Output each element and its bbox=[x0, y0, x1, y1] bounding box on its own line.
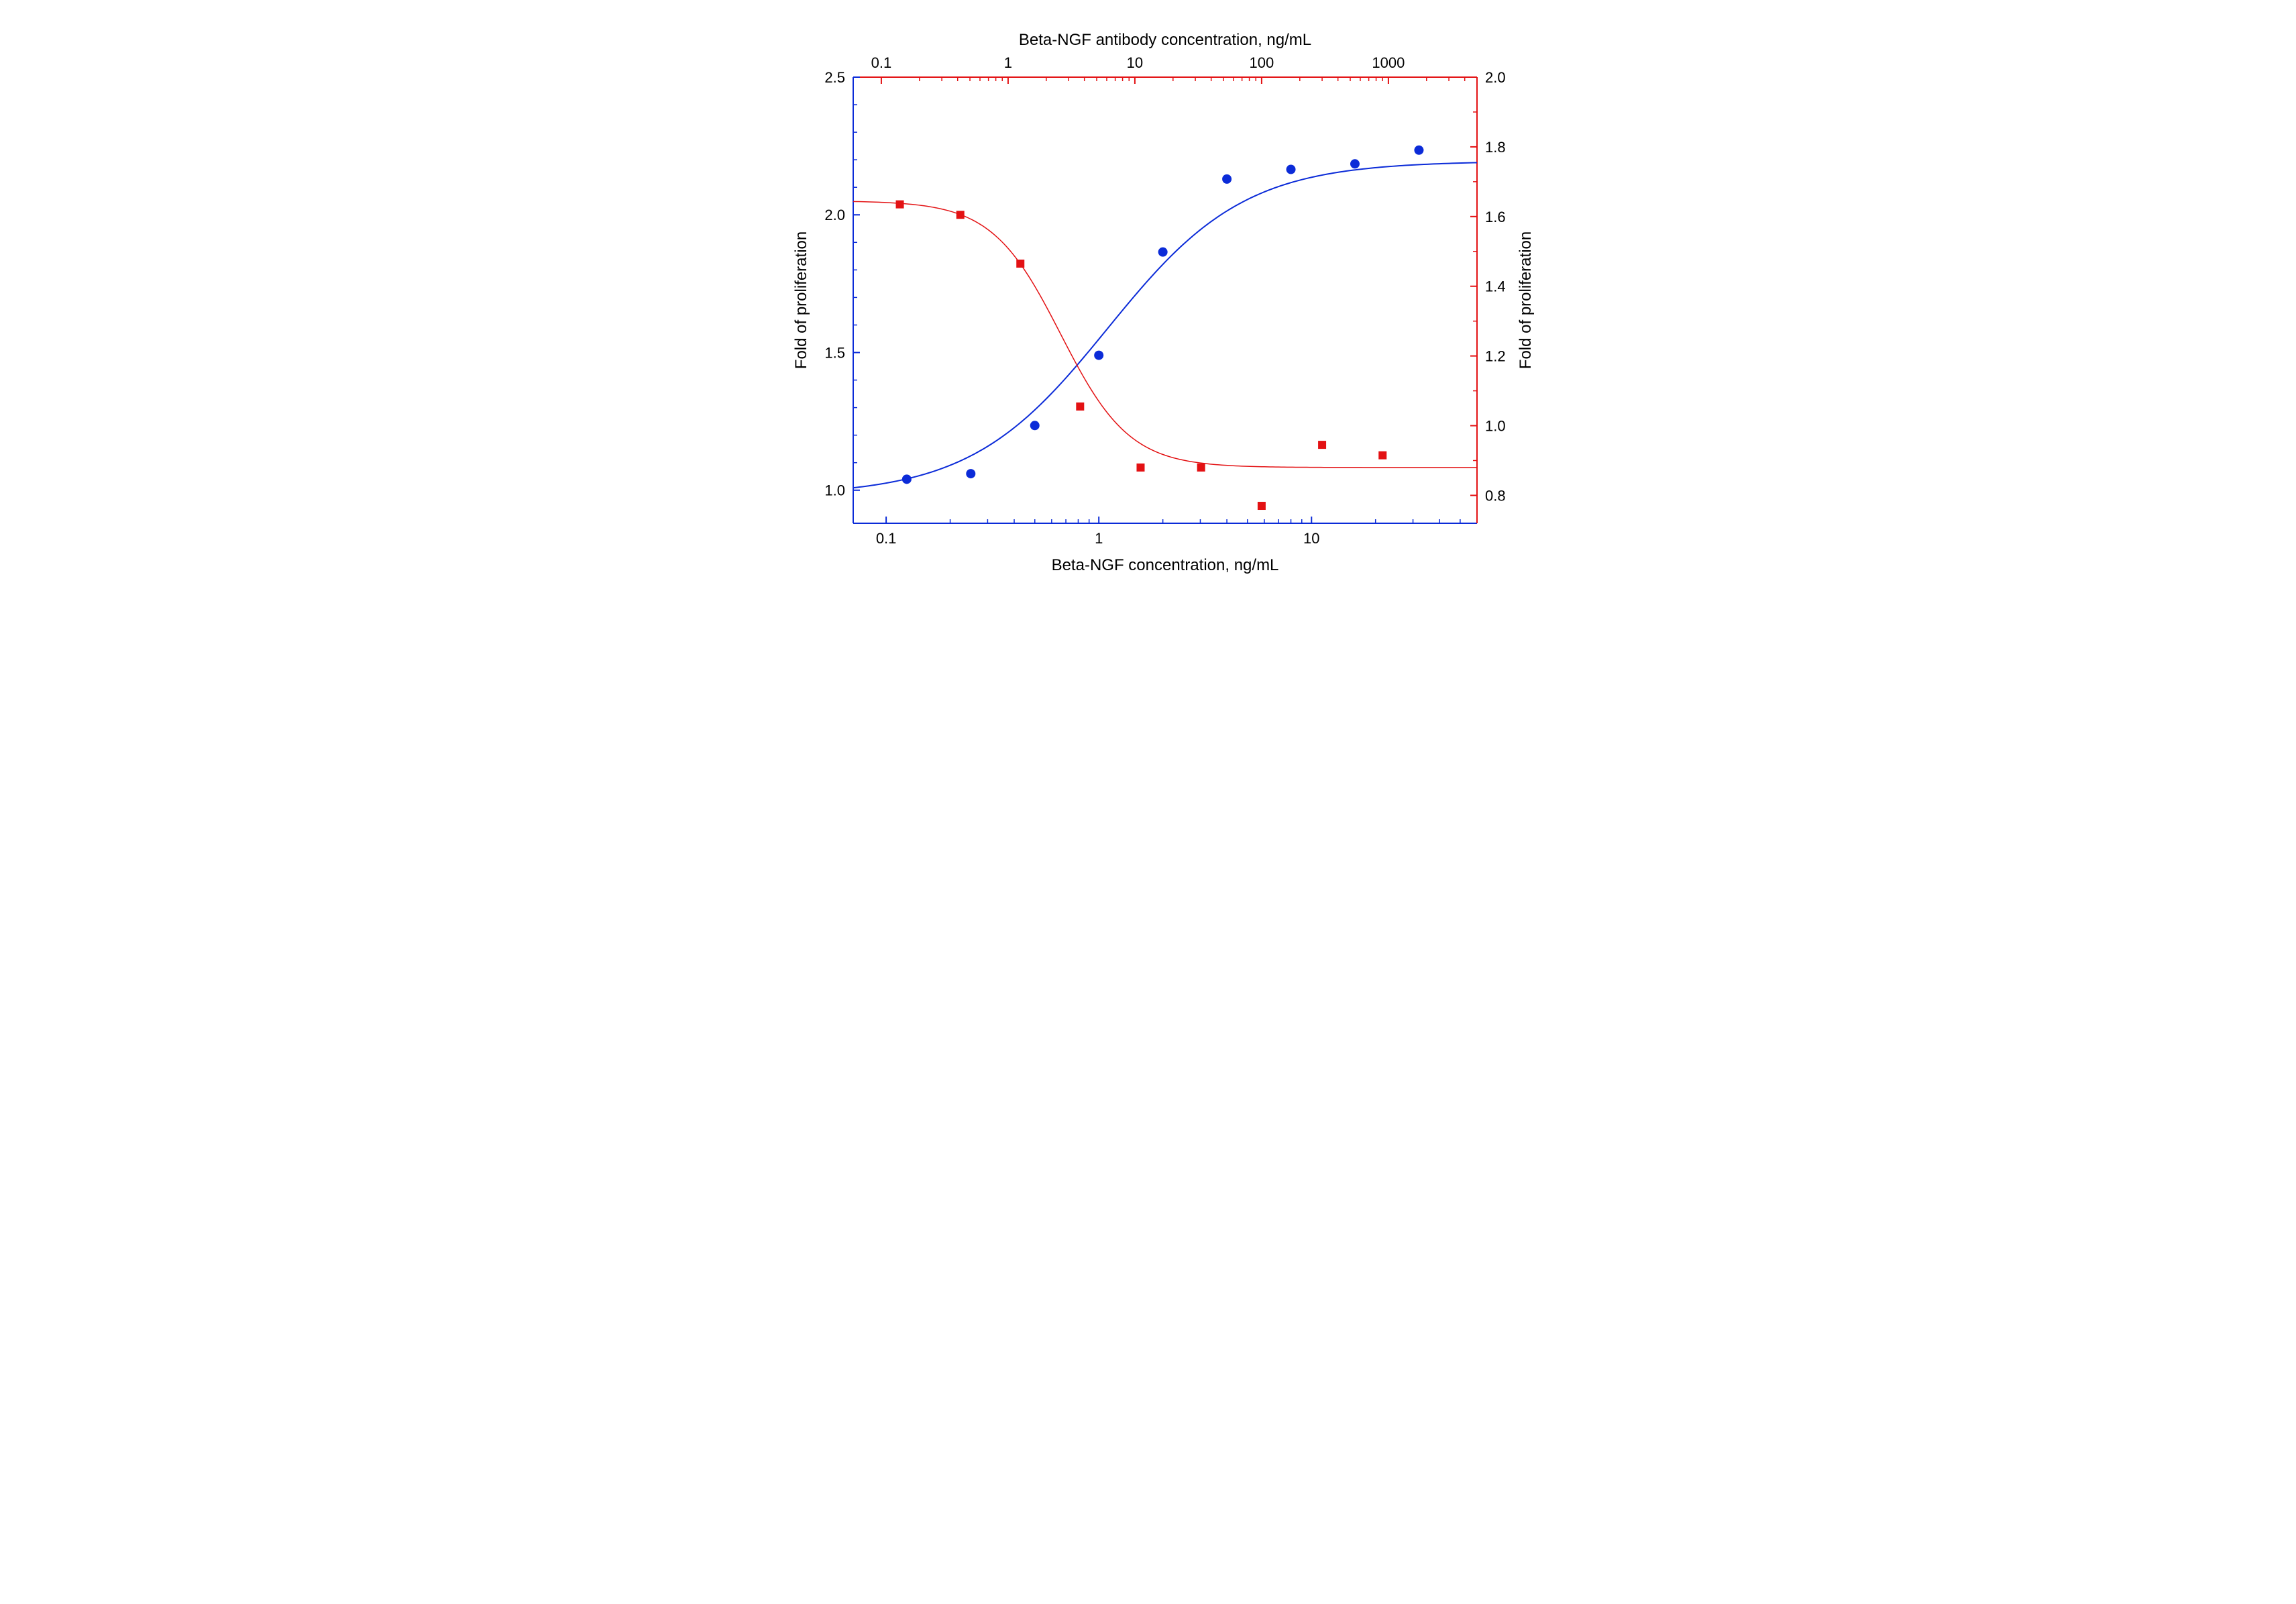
svg-text:10: 10 bbox=[1303, 530, 1319, 547]
svg-text:0.1: 0.1 bbox=[871, 54, 891, 71]
svg-text:1.0: 1.0 bbox=[1485, 418, 1506, 435]
blue-point bbox=[1094, 351, 1103, 360]
dose-response-chart: 0.1 1 10 0.1 1 10 100 1000 1.0 1.5 2.0 2.5 0.8 1.0 1.2… bbox=[726, 13, 1571, 604]
bottom-x-label: Beta-NGF concentration, ng/mL bbox=[1051, 556, 1278, 574]
svg-text:1.6: 1.6 bbox=[1485, 209, 1506, 225]
red-point bbox=[1197, 464, 1205, 472]
top-x-label: Beta-NGF antibody concentration, ng/mL bbox=[1018, 31, 1311, 49]
svg-text:1.2: 1.2 bbox=[1485, 348, 1506, 365]
blue-point bbox=[1030, 421, 1039, 430]
red-point bbox=[1378, 451, 1386, 460]
svg-text:2.5: 2.5 bbox=[824, 69, 845, 86]
blue-point bbox=[966, 469, 975, 478]
red-point bbox=[1016, 260, 1024, 268]
svg-text:1.4: 1.4 bbox=[1485, 278, 1506, 295]
blue-point bbox=[1414, 146, 1423, 155]
svg-text:1000: 1000 bbox=[1372, 54, 1405, 71]
svg-text:1: 1 bbox=[1003, 54, 1012, 71]
red-point bbox=[1076, 403, 1084, 411]
svg-text:0.1: 0.1 bbox=[875, 530, 896, 547]
red-point bbox=[1257, 502, 1265, 510]
svg-text:10: 10 bbox=[1126, 54, 1142, 71]
blue-point bbox=[1158, 248, 1167, 257]
svg-text:2.0: 2.0 bbox=[1485, 69, 1506, 86]
svg-text:1.8: 1.8 bbox=[1485, 139, 1506, 156]
svg-text:100: 100 bbox=[1249, 54, 1274, 71]
red-point bbox=[956, 211, 964, 219]
blue-point bbox=[1222, 174, 1232, 184]
right-y-label: Fold of proliferation bbox=[1517, 231, 1535, 369]
red-point bbox=[1318, 441, 1326, 449]
svg-text:1.0: 1.0 bbox=[824, 482, 845, 499]
blue-point bbox=[1286, 165, 1295, 174]
left-y-label: Fold of proliferation bbox=[792, 231, 810, 369]
blue-point bbox=[1350, 159, 1359, 168]
chart-svg: 0.1 1 10 0.1 1 10 100 1000 1.0 1.5 2.0 2.5 0.8 1.0 1.2… bbox=[726, 13, 1571, 604]
svg-text:2.0: 2.0 bbox=[824, 207, 845, 223]
red-point bbox=[1136, 464, 1144, 472]
blue-point bbox=[901, 474, 911, 484]
red-point bbox=[895, 201, 904, 209]
svg-text:1: 1 bbox=[1095, 530, 1103, 547]
svg-text:1.5: 1.5 bbox=[824, 344, 845, 361]
svg-text:0.8: 0.8 bbox=[1485, 487, 1506, 504]
